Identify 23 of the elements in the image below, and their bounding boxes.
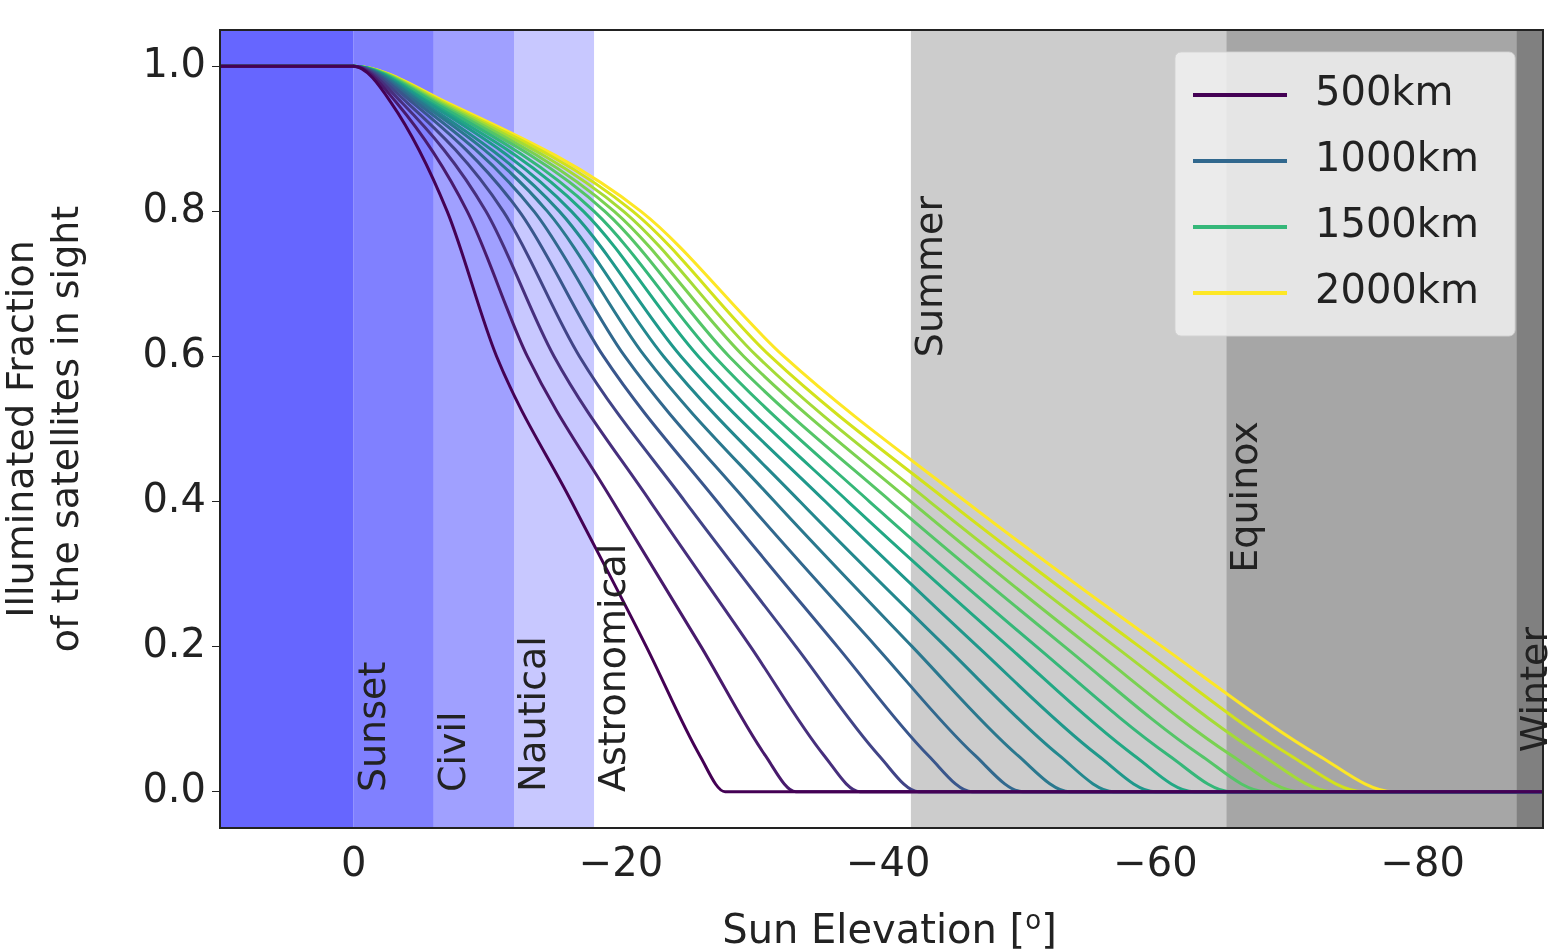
y-tick-label: 1.0 <box>142 39 206 86</box>
band-label: Equinox <box>1222 421 1267 573</box>
y-tick-label: 0.8 <box>142 184 206 231</box>
band-label: Astronomical <box>590 543 635 793</box>
x-tick-label: −80 <box>1380 839 1465 886</box>
y-axis-title: Illuminated Fraction of the satellites in sight <box>0 205 88 653</box>
y-tick-label: 0.0 <box>142 765 206 812</box>
x-tick-label: −20 <box>578 839 664 886</box>
y-tick-label: 0.2 <box>142 620 206 667</box>
legend-label: 2000km <box>1315 266 1479 313</box>
x-tick-label: −40 <box>845 839 931 886</box>
x-tick-label: 0 <box>340 839 367 886</box>
band-label: Civil <box>429 711 474 793</box>
legend-label: 500km <box>1315 68 1454 115</box>
band-label: Nautical <box>509 636 554 793</box>
band-label: Summer <box>906 195 951 358</box>
legend-label: 1000km <box>1315 134 1479 181</box>
x-axis-title: Sun Elevation [$^{o}$] <box>721 904 1058 952</box>
legend-label: 1500km <box>1315 200 1479 247</box>
y-tick-label: 0.6 <box>142 329 206 376</box>
y-tick-label: 0.4 <box>142 474 206 521</box>
x-tick-label: −60 <box>1113 839 1198 886</box>
band-label: Sunset <box>349 661 394 793</box>
